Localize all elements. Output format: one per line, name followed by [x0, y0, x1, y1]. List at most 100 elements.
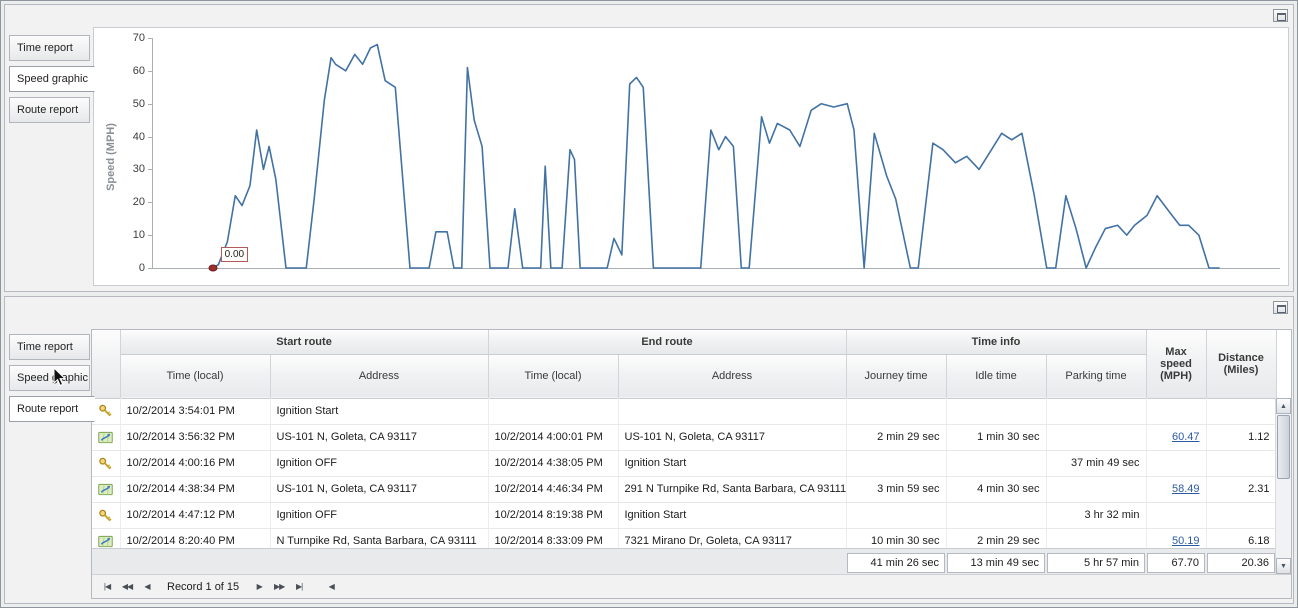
table-row[interactable]: 10/2/2014 4:38:34 PM US-101 N, Goleta, CA…	[92, 476, 1276, 503]
end-time-cell	[488, 398, 619, 425]
key-icon	[98, 403, 113, 418]
key-icon	[98, 456, 113, 471]
column-header-journey-time[interactable]: Journey time	[846, 354, 947, 399]
tab-route-report[interactable]: Route report	[9, 97, 90, 123]
column-header-distance[interactable]: Distance (Miles)	[1206, 330, 1277, 399]
column-header-parking-time[interactable]: Parking time	[1046, 354, 1147, 399]
column-header-max-speed[interactable]: Max speed (MPH)	[1146, 330, 1207, 399]
end-time-cell: 10/2/2014 4:46:34 PM	[488, 476, 619, 503]
idle-time-cell: 2 min 29 sec	[946, 528, 1047, 548]
y-axis-tick-label: 10	[132, 229, 153, 242]
table-row[interactable]: 10/2/2014 3:54:01 PM Ignition Start	[92, 398, 1276, 425]
column-group-start-route: Start route	[120, 330, 489, 355]
collapse-panel-button[interactable]	[1273, 301, 1288, 314]
y-axis-tick-label: 40	[132, 130, 153, 143]
end-time-cell: 10/2/2014 8:33:09 PM	[488, 528, 619, 548]
start-address-cell: US-101 N, Goleta, CA 93117	[270, 424, 489, 451]
column-header-end-address[interactable]: Address	[618, 354, 847, 399]
table-row[interactable]: 10/2/2014 3:56:32 PM US-101 N, Goleta, CA…	[92, 424, 1276, 451]
tab-route-report[interactable]: Route report	[9, 396, 95, 422]
end-address-cell: Ignition Start	[618, 450, 847, 477]
start-time-cell: 10/2/2014 3:56:32 PM	[120, 424, 271, 451]
summary-journey-cell: 41 min 26 sec	[846, 549, 946, 574]
row-icon-cell	[92, 450, 121, 477]
end-address-cell: 291 N Turnpike Rd, Santa Barbara, CA 931…	[618, 476, 847, 503]
tab-time-report[interactable]: Time report	[9, 35, 90, 61]
y-axis-tick-label: 30	[132, 163, 153, 176]
route-report-panel: Time report Speed graphic Route report Sta…	[4, 296, 1294, 604]
journey-time-cell	[846, 450, 947, 477]
tab-time-report[interactable]: Time report	[9, 334, 90, 360]
distance-cell	[1206, 398, 1276, 425]
scroll-up-arrow-icon[interactable]: ▲	[1276, 398, 1291, 414]
journey-time-cell: 3 min 59 sec	[846, 476, 947, 503]
parking-time-cell: 3 hr 32 min	[1046, 502, 1147, 529]
summary-empty-cell	[92, 549, 846, 574]
column-header-start-time[interactable]: Time (local)	[120, 354, 271, 399]
column-header-start-address[interactable]: Address	[270, 354, 489, 399]
table-row[interactable]: 10/2/2014 4:00:16 PM Ignition OFF 10/2/201…	[92, 450, 1276, 477]
scrollbar-thumb[interactable]	[1277, 415, 1290, 479]
column-header-idle-time[interactable]: Idle time	[946, 354, 1047, 399]
end-time-cell: 10/2/2014 4:00:01 PM	[488, 424, 619, 451]
speed-annotation-label: 0.00	[220, 247, 249, 262]
previous-record-button[interactable]: ◀	[144, 581, 150, 591]
end-address-cell	[618, 398, 847, 425]
scroll-down-arrow-icon[interactable]: ▼	[1276, 558, 1291, 574]
distance-cell: 2.31	[1206, 476, 1276, 503]
idle-time-cell	[946, 450, 1047, 477]
table-row[interactable]: 10/2/2014 4:47:12 PM Ignition OFF 10/2/201…	[92, 502, 1276, 529]
max-speed-link[interactable]: 50.19	[1171, 535, 1200, 547]
record-navigator: |◀ ◀◀ ◀ Record 1 of 15 ▶ ▶▶ ▶| ◀	[92, 574, 1291, 598]
row-icon-cell	[92, 502, 121, 529]
table-row[interactable]: 10/2/2014 8:20:40 PM N Turnpike Rd, Santa…	[92, 528, 1276, 548]
first-record-button[interactable]: |◀	[103, 581, 111, 591]
bottom-tabstrip: Time report Speed graphic Route report	[9, 334, 97, 427]
route-report-grid: Start route End route Time info Max spee…	[91, 329, 1292, 599]
summary-parking-value: 5 hr 57 min	[1047, 552, 1145, 573]
idle-time-cell: 4 min 30 sec	[946, 476, 1047, 503]
end-time-cell: 10/2/2014 4:38:05 PM	[488, 450, 619, 477]
route-icon	[98, 430, 113, 445]
last-record-button[interactable]: ▶|	[296, 581, 303, 591]
parking-time-cell	[1046, 398, 1147, 425]
journey-time-cell	[846, 398, 947, 425]
column-group-time-info: Time info	[846, 330, 1147, 355]
summary-row: 41 min 26 sec 13 min 49 sec 5 hr 57 min …	[92, 548, 1291, 574]
max-speed-link[interactable]: 60.47	[1171, 431, 1200, 443]
start-address-cell: Ignition OFF	[270, 502, 489, 529]
tab-speed-graphic[interactable]: Speed graphic	[9, 66, 95, 92]
max-speed-cell	[1146, 502, 1207, 529]
idle-time-cell	[946, 502, 1047, 529]
summary-distance-cell: 20.36	[1206, 549, 1276, 574]
previous-page-button[interactable]: ◀◀	[121, 581, 133, 591]
row-icon-cell	[92, 398, 121, 425]
next-page-button[interactable]: ▶▶	[274, 581, 285, 591]
y-axis-tick-label: 60	[132, 64, 153, 77]
end-time-cell: 10/2/2014 8:19:38 PM	[488, 502, 619, 529]
row-icon-cell	[92, 528, 121, 549]
start-time-cell: 10/2/2014 3:54:01 PM	[120, 398, 271, 425]
summary-journey-value: 41 min 26 sec	[847, 552, 945, 573]
journey-time-cell	[846, 502, 947, 529]
end-address-cell: Ignition Start	[618, 502, 847, 529]
y-axis-tick-label: 0	[138, 262, 153, 274]
end-address-cell: 7321 Mirano Dr, Goleta, CA 93117	[618, 528, 847, 548]
vertical-scrollbar[interactable]: ▲ ▼	[1275, 398, 1291, 574]
speed-line-svg	[153, 38, 1280, 268]
y-axis-title: Speed (MPH)	[105, 122, 117, 191]
collapse-panel-button[interactable]	[1273, 9, 1288, 22]
distance-cell: 6.18	[1206, 528, 1276, 548]
max-speed-link[interactable]: 58.49	[1171, 483, 1200, 495]
parking-time-cell: 37 min 49 sec	[1046, 450, 1147, 477]
chart-plot-area[interactable]: 0.00 0 10 20 30 40 50 60 70	[133, 32, 1280, 274]
tab-speed-graphic[interactable]: Speed graphic	[9, 365, 90, 391]
summary-parking-cell: 5 hr 57 min	[1046, 549, 1146, 574]
y-axis-tick-label: 50	[132, 97, 153, 110]
start-address-cell: Ignition OFF	[270, 450, 489, 477]
distance-cell	[1206, 450, 1276, 477]
next-record-button[interactable]: ▶	[256, 581, 263, 591]
route-icon	[98, 534, 113, 549]
hscroll-left-button[interactable]: ◀	[328, 581, 335, 591]
column-header-end-time[interactable]: Time (local)	[488, 354, 619, 399]
